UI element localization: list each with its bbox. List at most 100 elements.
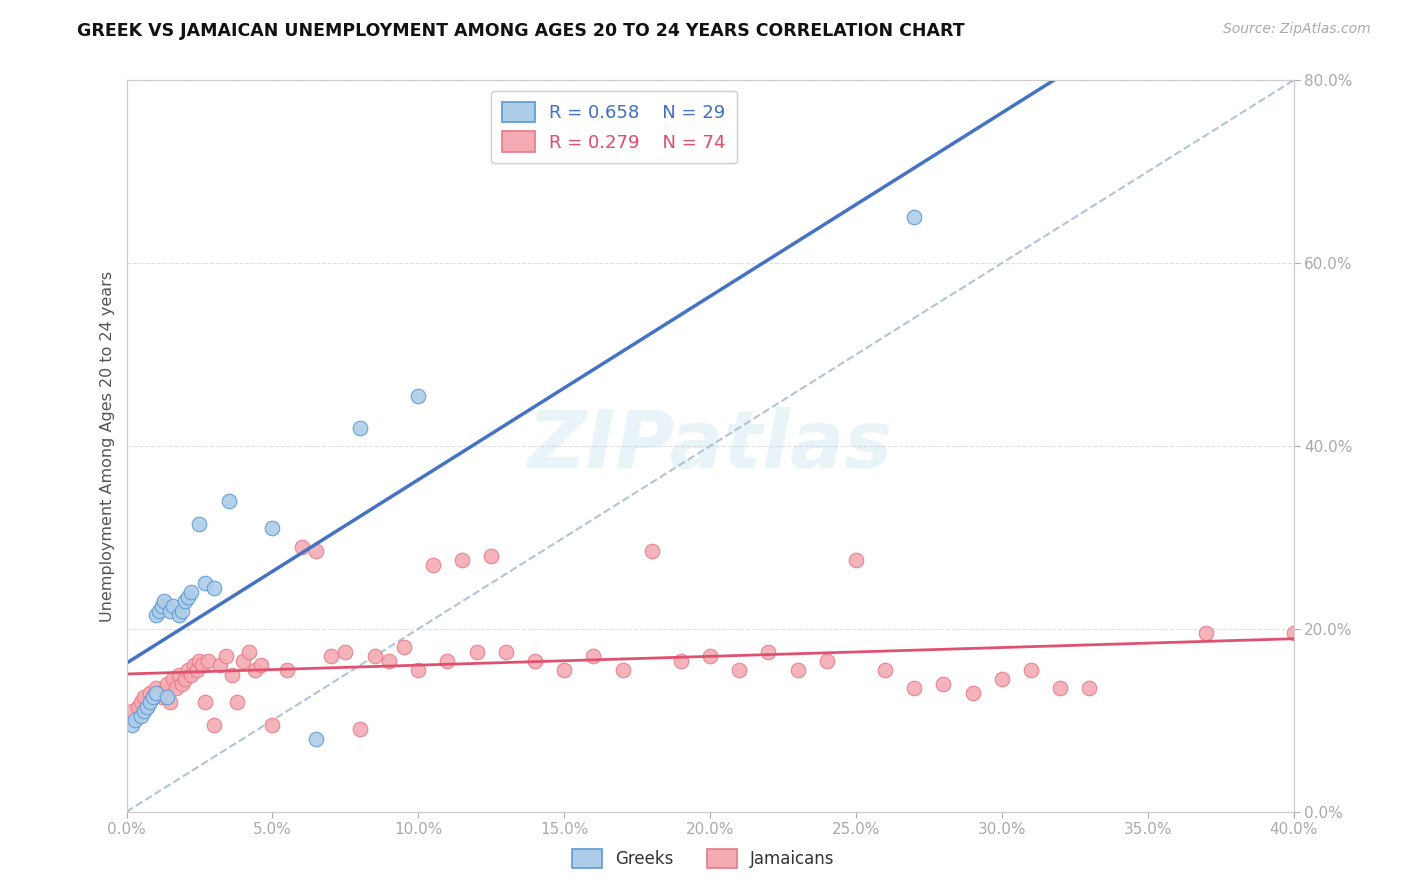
Point (188, 516, 211, 531)
Point (165, 681, 187, 696)
Point (139, 686, 162, 700)
Text: Source: ZipAtlas.com: Source: ZipAtlas.com (1223, 22, 1371, 37)
Point (208, 658, 231, 673)
Point (121, 704, 143, 718)
Point (875, 663, 897, 677)
Point (194, 576, 217, 591)
Point (159, 603, 181, 617)
Point (132, 704, 155, 718)
Point (145, 686, 167, 700)
Point (363, 649, 385, 664)
Point (202, 718, 225, 732)
Point (156, 676, 179, 690)
Point (121, 718, 143, 732)
Point (183, 658, 205, 673)
Point (221, 667, 243, 681)
Point (174, 594, 197, 608)
Point (129, 708, 152, 723)
Point (465, 645, 488, 659)
Point (1282, 626, 1305, 640)
Point (349, 421, 371, 435)
Point (305, 544, 328, 558)
Point (194, 695, 217, 709)
Point (202, 581, 225, 595)
Point (553, 663, 575, 677)
Point (153, 594, 176, 608)
Point (162, 672, 184, 686)
Point (451, 553, 474, 567)
Point (1019, 663, 1042, 677)
Point (136, 699, 159, 714)
Point (124, 714, 146, 728)
Legend: Greeks, Jamaicans: Greeks, Jamaicans (565, 842, 841, 875)
Point (669, 654, 692, 668)
Point (349, 723, 371, 737)
Point (197, 654, 219, 668)
Point (640, 544, 664, 558)
Point (903, 211, 925, 225)
Point (290, 540, 312, 554)
Point (699, 649, 721, 664)
Point (845, 553, 868, 567)
Point (962, 686, 984, 700)
Point (276, 663, 298, 677)
Point (177, 590, 200, 604)
Point (142, 690, 165, 705)
Point (180, 585, 202, 599)
Point (232, 654, 254, 668)
Point (990, 672, 1012, 686)
Point (170, 676, 193, 690)
Point (728, 663, 751, 677)
Point (191, 658, 214, 673)
Point (582, 649, 605, 664)
Point (319, 649, 342, 664)
Point (903, 681, 925, 696)
Point (1078, 681, 1101, 696)
Point (174, 672, 197, 686)
Text: ZIPatlas: ZIPatlas (527, 407, 893, 485)
Point (145, 608, 167, 623)
Point (756, 645, 779, 659)
Point (249, 658, 271, 673)
Point (218, 494, 240, 508)
Point (159, 695, 181, 709)
Point (238, 645, 260, 659)
Point (188, 654, 211, 668)
Point (262, 521, 284, 535)
Point (127, 699, 149, 714)
Point (153, 686, 176, 700)
Point (524, 654, 547, 668)
Point (139, 695, 162, 709)
Point (150, 599, 173, 613)
Point (167, 667, 190, 681)
Point (148, 603, 170, 617)
Point (408, 663, 430, 677)
Point (142, 690, 165, 705)
Point (436, 654, 458, 668)
Point (422, 558, 444, 572)
Point (186, 663, 208, 677)
Point (815, 654, 838, 668)
Point (148, 686, 170, 700)
Point (162, 599, 184, 613)
Point (167, 608, 190, 623)
Point (378, 654, 401, 668)
Point (226, 695, 249, 709)
Point (129, 695, 152, 709)
Point (132, 690, 155, 705)
Point (145, 681, 167, 696)
Text: GREEK VS JAMAICAN UNEMPLOYMENT AMONG AGES 20 TO 24 YEARS CORRELATION CHART: GREEK VS JAMAICAN UNEMPLOYMENT AMONG AGE… (77, 22, 965, 40)
Point (1049, 681, 1071, 696)
Point (136, 699, 159, 714)
Point (479, 549, 502, 563)
Point (243, 663, 266, 677)
Point (215, 649, 238, 664)
Point (392, 640, 415, 655)
Point (170, 603, 193, 617)
Point (1195, 626, 1218, 640)
Point (932, 676, 955, 690)
Point (305, 731, 328, 746)
Y-axis label: Unemployment Among Ages 20 to 24 years: Unemployment Among Ages 20 to 24 years (100, 270, 115, 622)
Point (177, 663, 200, 677)
Point (150, 690, 173, 705)
